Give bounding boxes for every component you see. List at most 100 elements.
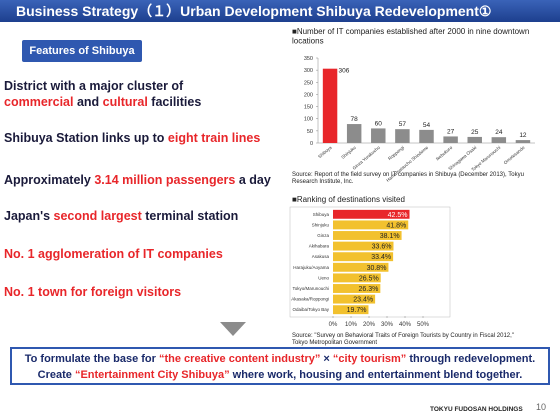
feature-text: cultural (102, 95, 148, 109)
feature-text: 3.14 million passengers (94, 173, 236, 187)
y-tick-label: 300 (304, 68, 313, 74)
feature-text: District with a major cluster of (4, 79, 184, 93)
bar (333, 294, 376, 304)
bar (491, 137, 507, 143)
feature-item: Shibuya Station links up to eight train … (4, 130, 274, 146)
value-label: 33.4% (371, 254, 391, 261)
conclusion-text: “city tourism” (332, 353, 407, 365)
conclusion-text: To formulate the base for (24, 353, 159, 365)
value-label: 12 (519, 132, 527, 139)
feature-item: District with a major cluster of commerc… (4, 78, 244, 110)
feature-text: terminal station (141, 209, 239, 223)
features-title: Features of Shibuya (22, 40, 142, 62)
x-tick-label: Ikebukuro (435, 145, 454, 162)
value-label: 23.4% (353, 297, 373, 304)
feature-text: facilities (147, 95, 202, 109)
feature-text: Approximately (4, 173, 95, 187)
bar (346, 124, 362, 143)
conclusion: To formulate the base for “the creative … (10, 347, 550, 385)
y-tick-label: Ginza (317, 233, 329, 238)
x-tick-label: Shibuya (317, 145, 333, 160)
x-tick-label: 0% (329, 322, 338, 328)
y-tick-label: Shibuya (313, 212, 330, 217)
arrow (220, 322, 246, 336)
chart-title: ■Number of IT companies established afte… (292, 27, 529, 46)
value-label: 60 (375, 120, 383, 127)
x-tick-label: 30% (381, 322, 394, 328)
source: Source: "Survey on Behavioral Traits of … (292, 333, 514, 346)
value-label: 41.8% (386, 222, 406, 229)
header-title: Business Strategy（１）Urban Development Sh… (0, 0, 560, 22)
value-label: 25 (471, 129, 479, 136)
value-label: 42.5% (388, 212, 408, 219)
company: TOKYU FUDOSAN HOLDINGS (430, 406, 523, 413)
value-label: 30.8% (367, 265, 387, 272)
y-tick-label: Ueno (318, 275, 329, 280)
bar (322, 68, 338, 143)
y-tick-label: 100 (304, 117, 313, 123)
y-tick-label: 150 (304, 105, 313, 111)
y-tick-label: Odaiba/Tokyo Bay (292, 307, 329, 312)
bar (467, 136, 482, 143)
value-label: 78 (351, 116, 359, 123)
feature-item: No. 1 agglomeration of IT companies (4, 246, 274, 262)
y-tick-label: Tokyo/Marunouchi (292, 286, 329, 291)
bar (333, 284, 381, 293)
bar (333, 241, 394, 251)
y-tick-label: 0 (310, 141, 313, 147)
value-label: 54 (423, 122, 431, 129)
conclusion-text: “the creative content industry” (159, 353, 321, 365)
bar (333, 305, 369, 315)
feature-text: eight train lines (167, 131, 261, 145)
y-tick-label: Harajuku/Aoyama (293, 265, 329, 270)
x-tick-label: 20% (363, 322, 376, 328)
y-tick-label: Akasaka/Roppongi (291, 297, 329, 302)
y-tick-label: 350 (304, 56, 313, 62)
y-tick-label: Asakusa (312, 254, 330, 259)
feature-text: No. 1 agglomeration of IT companies (4, 247, 223, 261)
bar (443, 136, 458, 143)
value-label: 33.6% (372, 244, 392, 251)
feature-item: Approximately 3.14 million passengers a … (4, 172, 274, 188)
bar (333, 273, 381, 283)
value-label: 27 (447, 128, 455, 135)
source: Source: Report of the field survey on IT… (292, 172, 524, 185)
x-tick-label: Roppongi (387, 145, 405, 161)
conclusion-line: Create “Entertainment City Shibuya” wher… (12, 367, 548, 383)
x-tick-label: 10% (345, 322, 358, 328)
value-label: 24 (495, 129, 503, 136)
feature-text: Shibuya Station links up to (4, 131, 168, 145)
x-tick-label: Omotesando (503, 145, 526, 166)
y-tick-label: 250 (304, 80, 313, 86)
conclusion-text: where work, housing and entertainment bl… (229, 369, 523, 381)
conclusion-text: through redevelopment. (406, 353, 536, 365)
feature-text: commercial (4, 95, 74, 109)
x-tick-label: Shinjuku (340, 145, 357, 160)
y-tick-label: Shinjuku (312, 222, 330, 227)
feature-item: No. 1 town for foreign visitors (4, 284, 274, 300)
feature-text: a day (235, 173, 271, 187)
value-label: 26.5% (359, 275, 379, 282)
bar (515, 140, 531, 143)
bar (333, 262, 389, 272)
bar (333, 252, 394, 262)
value-label: 19.7% (347, 307, 367, 314)
y-tick-label: Akihabara (309, 244, 330, 249)
feature-text: and (73, 95, 103, 109)
feature-text: No. 1 town for foreign visitors (4, 285, 182, 299)
plot-area (289, 206, 451, 318)
value-label: 38.1% (380, 233, 400, 240)
chart-title: ■Ranking of destinations visited (292, 195, 405, 204)
conclusion-text: × (320, 353, 333, 365)
y-tick-label: 200 (304, 92, 313, 98)
feature-text: second largest (53, 209, 142, 223)
bar (333, 209, 410, 219)
conclusion-text: “Entertainment City Shibuya” (74, 369, 230, 381)
y-tick-label: 50 (307, 129, 313, 135)
value-label: 306 (338, 68, 349, 75)
feature-item: Japan's second largest terminal station (4, 208, 274, 224)
bar (395, 129, 410, 143)
x-tick-label: 40% (399, 322, 412, 328)
